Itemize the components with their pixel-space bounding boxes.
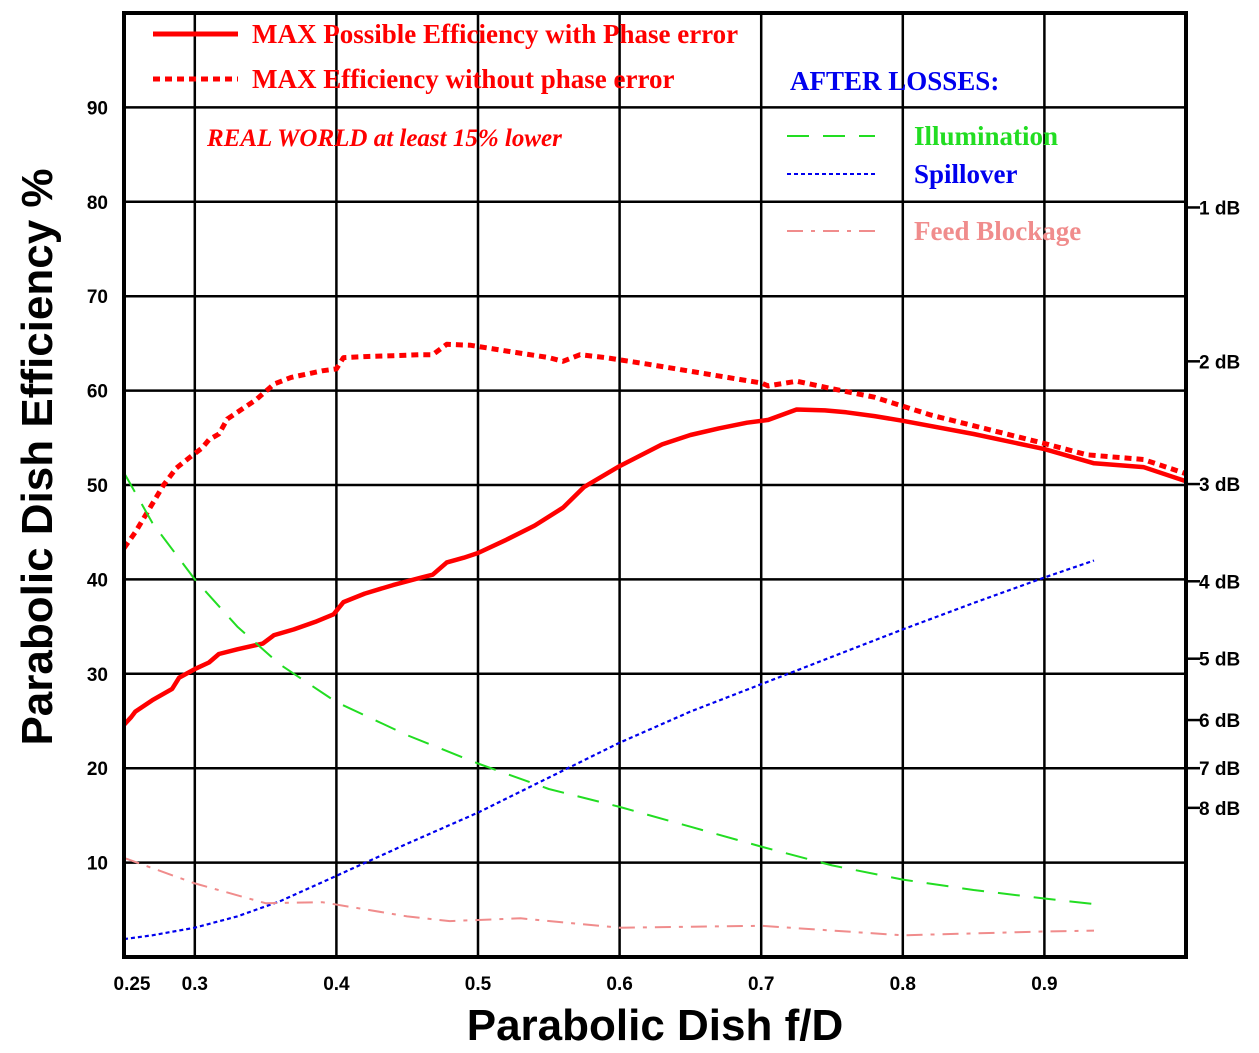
db-tick-label: 4 dB bbox=[1199, 572, 1240, 593]
grid bbox=[124, 13, 1186, 957]
series-line bbox=[123, 472, 1095, 906]
legend-label: Illumination bbox=[914, 121, 1058, 151]
y-axis-title: Parabolic Dish Efficiency % bbox=[13, 168, 62, 745]
legend-label: Spillover bbox=[914, 159, 1018, 189]
db-axis-ticks: 1 dB 2 dB 3 dB 4 dB 5 dB 6 dB 7 dB 8 dB bbox=[1186, 198, 1240, 820]
y-tick-label: 20 bbox=[87, 759, 108, 780]
y-tick-label: 50 bbox=[87, 476, 108, 497]
series-line bbox=[123, 559, 1095, 941]
db-tick-label: 3 dB bbox=[1199, 475, 1240, 496]
db-tick-label: 5 dB bbox=[1199, 650, 1240, 671]
db-tick-label: 2 dB bbox=[1199, 352, 1240, 373]
series-line bbox=[123, 856, 1095, 937]
x-tick-label: 0.8 bbox=[890, 974, 916, 995]
y-tick-label: 60 bbox=[87, 382, 108, 403]
x-tick-label: 0.6 bbox=[606, 974, 632, 995]
y-axis-ticks: 10 20 30 40 50 60 70 80 90 bbox=[87, 98, 108, 874]
legend-label: Feed Blockage bbox=[914, 216, 1081, 246]
legend-label: MAX Possible Efficiency with Phase error bbox=[252, 19, 738, 49]
y-tick-label: 90 bbox=[87, 98, 108, 119]
series-line bbox=[121, 341, 1187, 550]
x-tick-label: 0.3 bbox=[182, 974, 208, 995]
x-tick-label: 0.5 bbox=[465, 974, 492, 995]
x-tick-label: 0.25 bbox=[114, 974, 151, 995]
legend-note: REAL WORLD at least 15% lower bbox=[206, 125, 562, 152]
y-tick-label: 30 bbox=[87, 665, 108, 686]
db-tick-label: 1 dB bbox=[1199, 198, 1240, 219]
x-axis-title: Parabolic Dish f/D bbox=[467, 1001, 844, 1050]
y-tick-label: 80 bbox=[87, 193, 108, 214]
series-line bbox=[122, 407, 1187, 727]
losses-title: AFTER LOSSES: bbox=[790, 66, 999, 96]
y-tick-label: 70 bbox=[87, 287, 108, 308]
series-lines bbox=[121, 341, 1187, 941]
legend: MAX Possible Efficiency with Phase error… bbox=[153, 19, 1081, 246]
db-tick-label: 8 dB bbox=[1199, 799, 1240, 820]
y-tick-label: 40 bbox=[87, 570, 108, 591]
legend-label: MAX Efficiency without phase error bbox=[252, 64, 674, 94]
x-tick-label: 0.7 bbox=[748, 974, 774, 995]
db-tick-label: 7 dB bbox=[1199, 759, 1240, 780]
y-tick-label: 10 bbox=[87, 854, 108, 875]
db-tick-label: 6 dB bbox=[1199, 711, 1240, 732]
x-axis-ticks: 0.25 0.3 0.4 0.5 0.6 0.7 0.8 0.9 bbox=[114, 974, 1058, 995]
x-tick-label: 0.4 bbox=[323, 974, 350, 995]
x-tick-label: 0.9 bbox=[1031, 974, 1057, 995]
